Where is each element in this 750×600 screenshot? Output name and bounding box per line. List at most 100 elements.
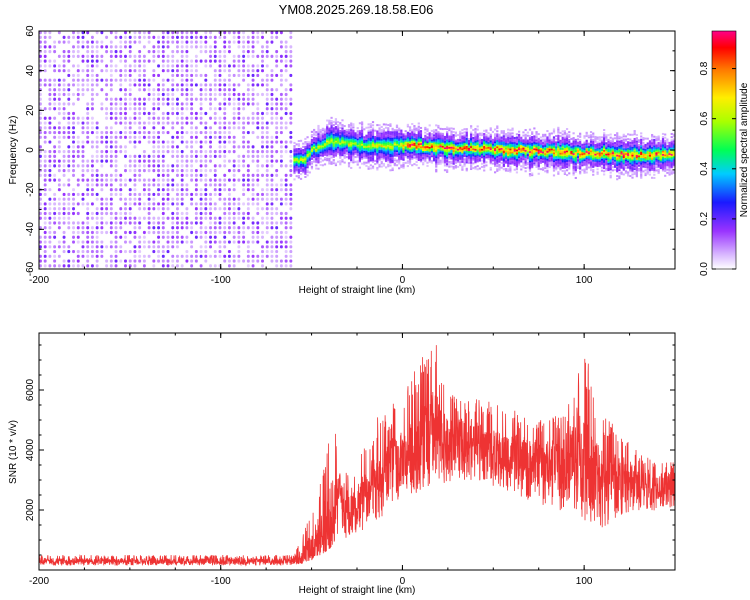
heatmap-cell: [317, 145, 320, 148]
heatmap-cell: [128, 207, 132, 211]
heatmap-cell: [152, 159, 156, 163]
heatmap-cell: [339, 149, 342, 152]
heatmap-cell: [504, 158, 508, 161]
heatmap-cell: [265, 78, 269, 82]
heatmap-cell: [478, 138, 481, 141]
heatmap-cell: [463, 147, 466, 150]
heatmap-cell: [572, 138, 575, 141]
heatmap-cell: [443, 148, 447, 151]
heatmap-cell: [341, 124, 344, 127]
heatmap-cell: [166, 207, 170, 211]
heatmap-cell: [218, 197, 222, 201]
heatmap-cell: [72, 197, 75, 201]
heatmap-cell: [570, 150, 573, 153]
heatmap-cell: [531, 163, 534, 166]
heatmap-cell: [517, 144, 521, 147]
heatmap-cell: [213, 216, 217, 220]
heatmap-cell: [180, 50, 184, 54]
heatmap-cell: [270, 35, 274, 39]
heatmap-cell: [138, 73, 142, 78]
heatmap-cell: [199, 107, 203, 111]
heatmap-cell: [256, 226, 260, 230]
heatmap-cell: [408, 148, 412, 151]
heatmap-cell: [90, 202, 94, 206]
heatmap-cell: [251, 254, 255, 258]
heatmap-cell: [443, 164, 447, 167]
heatmap-cell: [360, 145, 364, 148]
heatmap-cell: [424, 139, 427, 142]
heatmap-cell: [515, 168, 519, 171]
heatmap-cell: [138, 154, 142, 158]
heatmap-cell: [443, 154, 447, 157]
heatmap-cell: [537, 133, 540, 136]
heatmap-cell: [138, 164, 142, 168]
heatmap-cell: [53, 116, 57, 120]
heatmap-cell: [242, 69, 246, 73]
heatmap-cell: [81, 254, 85, 258]
heatmap-cell: [306, 161, 309, 164]
heatmap-cell: [422, 145, 425, 148]
heatmap-cell: [161, 45, 165, 49]
heatmap-cell: [227, 121, 231, 125]
heatmap-cell: [439, 150, 442, 153]
heatmap-cell: [546, 137, 549, 140]
heatmap-cell: [227, 188, 231, 192]
heatmap-cell: [279, 150, 283, 154]
heatmap-cell: [227, 140, 231, 144]
heatmap-cell: [213, 135, 217, 139]
heatmap-cell: [299, 149, 303, 152]
heatmap-cell: [489, 147, 492, 150]
heatmap-cell: [90, 50, 94, 54]
heatmap-cell: [204, 97, 208, 101]
heatmap-cell: [297, 168, 300, 171]
heatmap-cell: [57, 245, 61, 249]
heatmap-cell: [500, 150, 503, 153]
heatmap-cell: [138, 245, 142, 249]
heatmap-cell: [391, 150, 394, 153]
heatmap-cell: [152, 221, 156, 225]
heatmap-cell: [441, 147, 444, 150]
heatmap-cell: [109, 111, 113, 116]
heatmap-cell: [209, 216, 212, 220]
heatmap-cell: [81, 69, 85, 73]
heatmap-cell: [371, 149, 375, 152]
heatmap-cell: [452, 135, 455, 138]
heatmap-cell: [417, 152, 420, 155]
heatmap-cell: [531, 159, 534, 162]
heatmap-cell: [465, 129, 468, 132]
heatmap-cell: [550, 149, 553, 152]
heatmap-cell: [441, 158, 444, 161]
heatmap-cell: [57, 169, 61, 173]
heatmap-cell: [432, 149, 436, 152]
heatmap-cell: [557, 156, 560, 159]
heatmap-cell: [43, 211, 47, 216]
heatmap-cell: [72, 111, 75, 116]
heatmap-cell: [43, 164, 47, 168]
heatmap-cell: [43, 69, 47, 73]
heatmap-cell: [513, 149, 516, 152]
heatmap-cell: [572, 160, 575, 163]
heatmap-cell: [450, 133, 453, 136]
heatmap-cell: [374, 145, 377, 148]
heatmap-cell: [544, 133, 547, 136]
heatmap-cell: [334, 138, 338, 141]
heatmap-cell: [199, 249, 203, 254]
heatmap-cell: [237, 69, 241, 73]
heatmap-cell: [299, 157, 303, 160]
heatmap-cell: [520, 160, 523, 163]
heatmap-cell: [166, 31, 170, 35]
heatmap-cell: [459, 149, 462, 152]
heatmap-cell: [317, 134, 320, 137]
heatmap-cell: [171, 245, 175, 249]
heatmap-cell: [76, 235, 80, 239]
heatmap-cell: [461, 149, 464, 152]
heatmap-cell: [533, 143, 536, 146]
heatmap-cell: [334, 143, 338, 146]
heatmap-cell: [339, 136, 342, 139]
heatmap-cell: [275, 121, 279, 125]
heatmap-cell: [157, 169, 161, 173]
heatmap-cell: [337, 121, 340, 124]
heatmap-cell: [369, 124, 372, 127]
heatmap-cell: [470, 153, 473, 156]
heatmap-cell: [256, 121, 260, 125]
